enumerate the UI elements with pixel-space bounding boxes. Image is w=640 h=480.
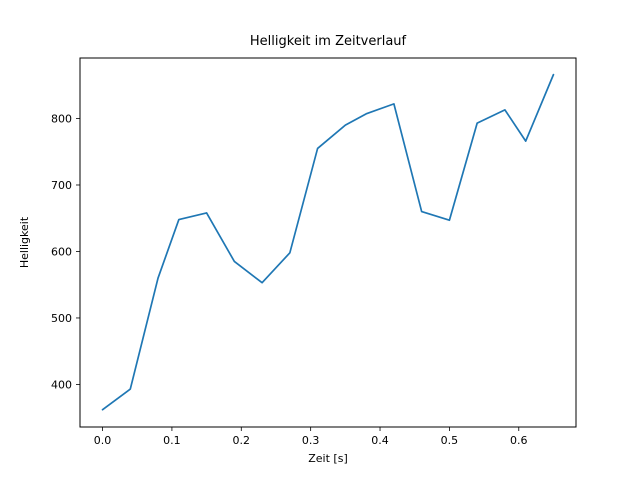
y-tick-label: 800 [51, 113, 72, 126]
x-tick-label: 0.5 [441, 434, 459, 447]
plot-area [80, 58, 576, 427]
y-tick-label: 500 [51, 312, 72, 325]
x-tick-label: 0.1 [163, 434, 181, 447]
y-tick-label: 600 [51, 245, 72, 258]
chart-title: Helligkeit im Zeitverlauf [250, 34, 407, 49]
x-tick-label: 0.6 [510, 434, 528, 447]
x-tick-label: 0.4 [371, 434, 389, 447]
y-axis-label: Helligkeit [18, 216, 31, 268]
x-axis-label: Zeit [s] [308, 452, 347, 465]
y-tick-label: 700 [51, 179, 72, 192]
x-tick-label: 0.3 [302, 434, 320, 447]
plot-border [79, 57, 577, 428]
y-tick-label: 400 [51, 378, 72, 391]
data-line-series [101, 73, 555, 411]
x-tick-label: 0.0 [94, 434, 112, 447]
x-tick-label: 0.2 [233, 434, 251, 447]
